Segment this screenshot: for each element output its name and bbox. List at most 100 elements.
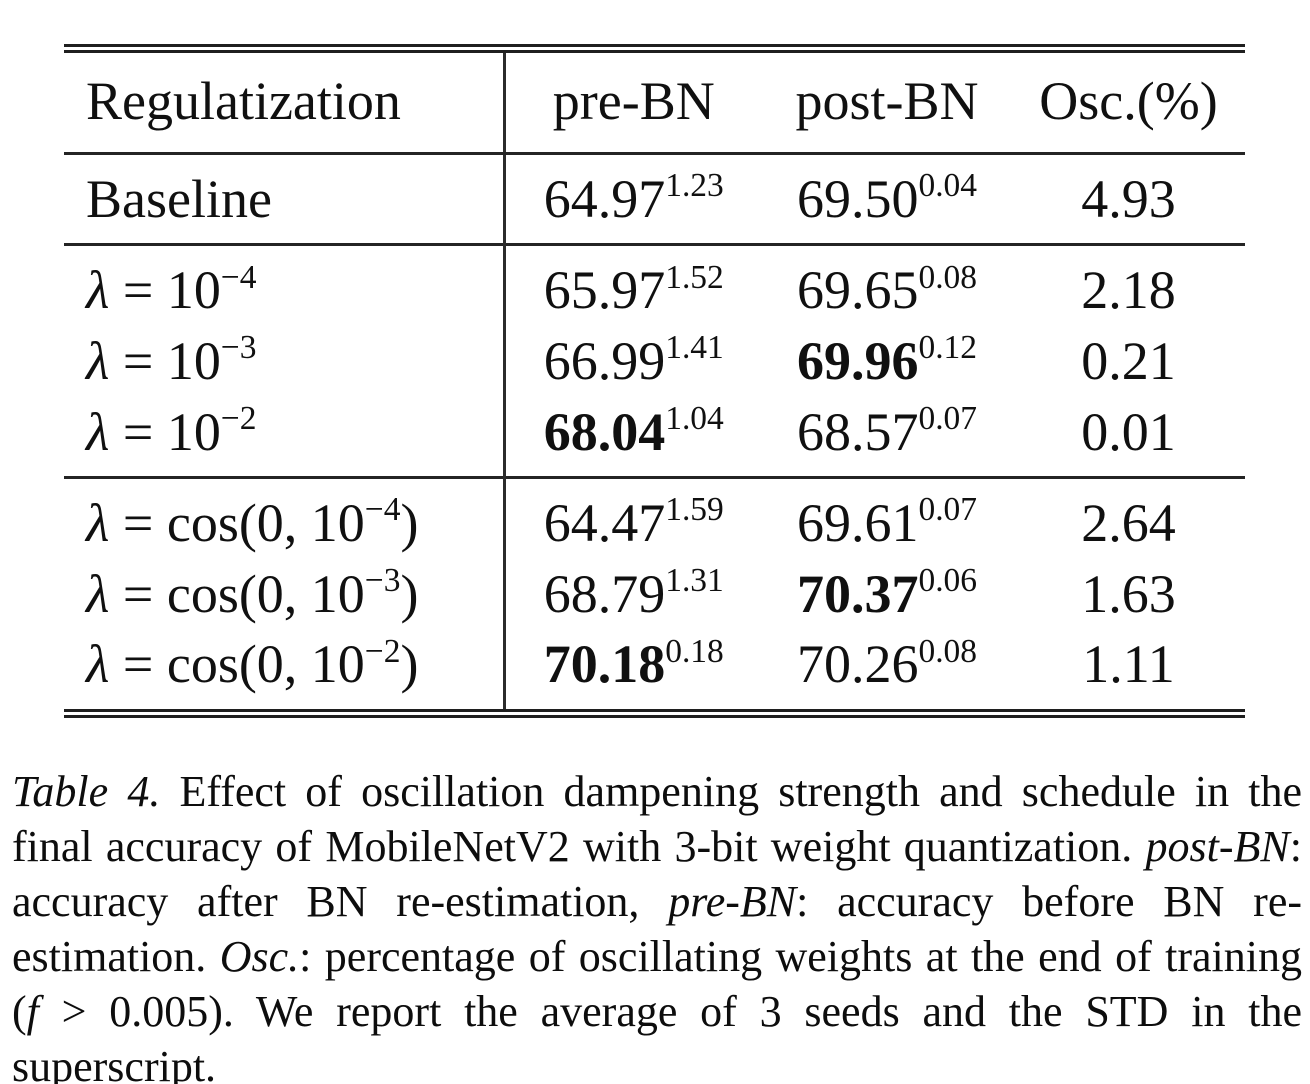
text-segment: 1.41 xyxy=(665,329,724,367)
value-cell: 69.960.12 xyxy=(762,326,1012,397)
value-cell: 70.260.08 xyxy=(762,629,1012,713)
text-segment: Baseline xyxy=(86,168,272,229)
text-segment: 64.47 xyxy=(543,493,666,554)
text-segment: 70.18 xyxy=(543,634,666,695)
text-segment: : accuracy after BN re-estimation, xyxy=(12,822,1302,926)
text-segment: Osc. xyxy=(219,932,300,981)
text-segment: 0.07 xyxy=(918,399,978,437)
text-segment: f xyxy=(26,987,39,1036)
text-segment: 0.06 xyxy=(918,562,978,599)
text-segment: 68.57 xyxy=(796,401,919,462)
table-body: Baseline 64.971.23 69.500.04 4.93 λ = 10−4 65… xyxy=(64,153,1245,714)
text-segment: 4.93 xyxy=(1081,168,1176,229)
value-cell: 2.18 xyxy=(1012,243,1245,326)
text-segment: 2.64 xyxy=(1081,493,1176,554)
column-header: pre-BN xyxy=(504,48,762,155)
text-segment: λ xyxy=(86,401,110,462)
value-cell: 66.991.41 xyxy=(504,326,762,397)
table-row: λ = 10−2 68.041.04 68.570.07 0.01 xyxy=(64,396,1245,478)
text-segment: = 10 xyxy=(109,401,221,462)
column-header: Osc.(%) xyxy=(1012,48,1245,155)
text-segment: λ xyxy=(86,563,110,624)
text-segment: 69.96 xyxy=(796,330,919,391)
text-segment: λ xyxy=(86,260,110,321)
row-label-cell: Baseline xyxy=(64,153,506,245)
value-cell: 69.650.08 xyxy=(762,243,1012,326)
value-cell: 64.971.23 xyxy=(504,153,762,245)
text-segment: 1.52 xyxy=(665,258,724,296)
text-segment: 0.08 xyxy=(918,258,978,296)
text-segment: = 10 xyxy=(109,330,221,391)
text-segment: Effect of oscillation dampening strength… xyxy=(12,767,1302,871)
value-cell: 68.791.31 xyxy=(504,559,762,630)
text-segment: Regulatization xyxy=(86,71,401,131)
text-segment: −4 xyxy=(364,491,401,529)
text-segment: 1.04 xyxy=(665,399,724,437)
table-row: λ = 10−3 66.991.41 69.960.12 0.21 xyxy=(64,325,1245,397)
text-segment: 68.79 xyxy=(543,563,666,624)
value-cell: 0.01 xyxy=(1012,397,1245,478)
row-label-cell: λ = 10−3 xyxy=(64,325,506,397)
value-cell: 68.570.07 xyxy=(762,397,1012,478)
text-segment: λ xyxy=(86,330,110,391)
text-segment: 68.04 xyxy=(543,401,666,462)
text-segment: : accuracy before BN re-estimation. xyxy=(12,877,1302,981)
text-segment: 70.26 xyxy=(796,634,919,695)
value-cell: 64.471.59 xyxy=(504,476,762,559)
text-segment: Osc.(%) xyxy=(1039,71,1218,131)
text-segment: 1.63 xyxy=(1081,563,1176,624)
text-segment: −4 xyxy=(220,258,257,296)
value-cell: 1.11 xyxy=(1012,629,1245,713)
text-segment: 0.18 xyxy=(665,632,724,670)
text-segment: 69.61 xyxy=(796,493,919,554)
text-segment: −2 xyxy=(364,632,401,670)
text-segment: λ xyxy=(86,634,110,695)
text-segment: 0.12 xyxy=(918,329,978,367)
row-label-cell: λ = 10−2 xyxy=(64,396,506,478)
text-segment: 1.11 xyxy=(1082,634,1175,695)
text-segment: post-BN xyxy=(795,71,979,131)
text-segment: > 0.005). We report the average of 3 see… xyxy=(12,987,1302,1084)
header-row: Regulatization pre-BN post-BN Osc.(%) xyxy=(64,48,1245,155)
value-cell: 0.21 xyxy=(1012,326,1245,397)
text-segment: 66.99 xyxy=(543,330,666,391)
value-cell: 69.500.04 xyxy=(762,153,1012,245)
text-segment: 0.04 xyxy=(918,166,978,204)
table-row: λ = cos(0, 10−3) 68.791.31 70.370.06 1.63 xyxy=(64,558,1245,630)
text-segment: = cos(0, 10 xyxy=(109,563,365,624)
value-cell: 68.041.04 xyxy=(504,397,762,478)
column-header: Regulatization xyxy=(64,48,506,155)
text-segment: pre-BN xyxy=(668,877,797,926)
text-segment: −3 xyxy=(364,562,401,599)
value-cell: 1.63 xyxy=(1012,559,1245,630)
text-segment: ) xyxy=(400,493,419,554)
text-segment: 70.37 xyxy=(796,563,919,624)
text-segment: = cos(0, 10 xyxy=(109,493,365,554)
text-segment: 0.08 xyxy=(918,632,978,670)
text-segment: 69.50 xyxy=(796,168,919,229)
table-row: λ = cos(0, 10−2) 70.180.18 70.260.08 1.11 xyxy=(64,629,1245,714)
text-segment: = cos(0, 10 xyxy=(109,634,365,695)
text-segment: ) xyxy=(400,563,419,624)
text-segment: 0.07 xyxy=(918,491,978,529)
text-segment: 65.97 xyxy=(543,260,666,321)
text-segment: post-BN xyxy=(1145,822,1290,871)
text-segment: ) xyxy=(400,634,419,695)
text-segment: 64.97 xyxy=(543,168,666,229)
value-cell: 65.971.52 xyxy=(504,243,762,326)
row-label-cell: λ = cos(0, 10−3) xyxy=(64,558,506,630)
text-segment: 1.23 xyxy=(665,166,724,204)
text-segment: −3 xyxy=(220,329,257,367)
table-header: Regulatization pre-BN post-BN Osc.(%) xyxy=(64,48,1245,155)
table-row: λ = cos(0, 10−4) 64.471.59 69.610.07 2.64 xyxy=(64,476,1245,559)
text-segment: 2.18 xyxy=(1081,260,1176,321)
text-segment: 1.31 xyxy=(665,562,724,599)
text-segment: 1.59 xyxy=(665,491,724,529)
row-label-cell: λ = cos(0, 10−2) xyxy=(64,629,506,714)
text-segment: Table 4. xyxy=(12,767,161,816)
table-caption: Table 4. Effect of oscillation dampening… xyxy=(12,764,1302,1084)
table-row: Baseline 64.971.23 69.500.04 4.93 xyxy=(64,153,1245,245)
text-segment: = 10 xyxy=(109,260,221,321)
text-segment: 0.21 xyxy=(1081,330,1176,391)
